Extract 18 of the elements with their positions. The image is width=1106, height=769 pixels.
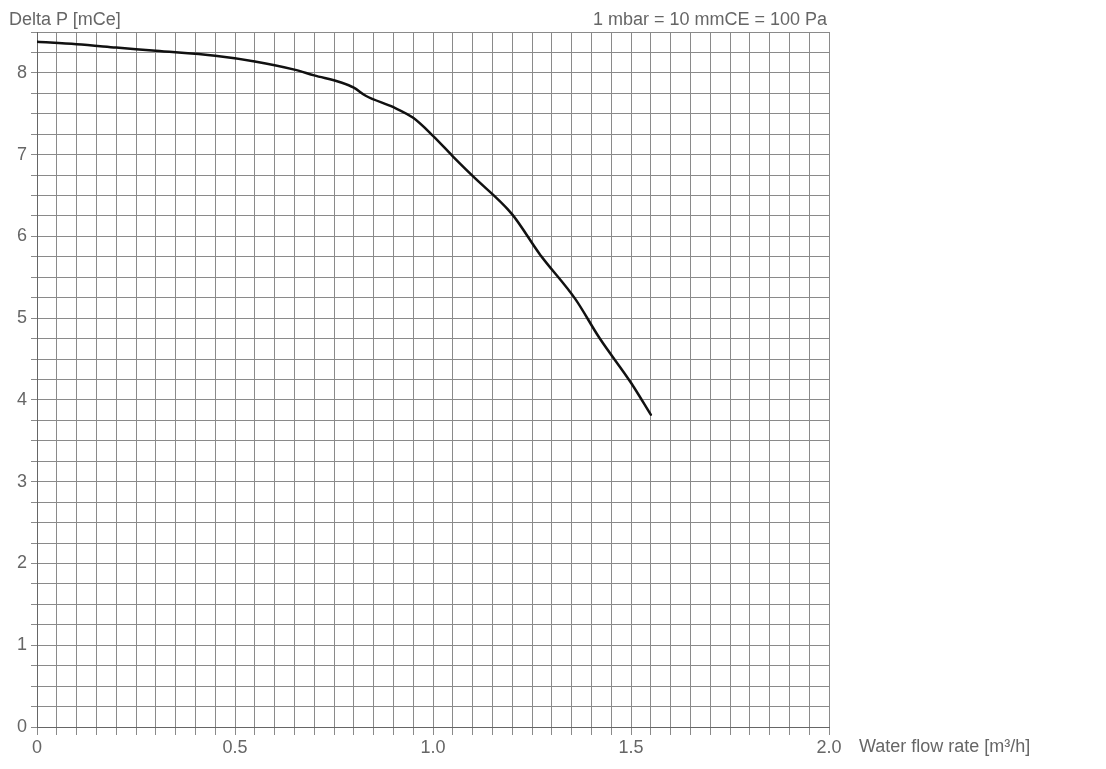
y-tick-label: 2 xyxy=(16,552,27,573)
x-tick-label: 2.0 xyxy=(816,736,842,757)
text: 1 mbar = 10 mmCE = 100 Pa xyxy=(592,8,828,29)
y-tick-label: 8 xyxy=(16,61,27,82)
line-series xyxy=(37,40,653,416)
y-axis-title: Delta P [mCe] xyxy=(9,8,121,29)
y-tick-label: 4 xyxy=(16,388,27,409)
x-axis-title: Water flow rate [m³/h] xyxy=(859,735,1031,756)
y-tick-label: 1 xyxy=(16,634,27,655)
x-tick-label: 1.5 xyxy=(618,736,644,757)
x-tick-label: 0.5 xyxy=(222,736,248,757)
y-tick-label: 0 xyxy=(16,715,27,736)
y-tick-label: 3 xyxy=(16,470,27,491)
y-tick-label: 6 xyxy=(16,225,27,246)
x-tick-label: 1.0 xyxy=(420,736,446,757)
y-tick-label: 5 xyxy=(16,307,27,328)
x-tick-label: 0 xyxy=(31,736,43,757)
y-tick-label: 7 xyxy=(16,143,27,164)
